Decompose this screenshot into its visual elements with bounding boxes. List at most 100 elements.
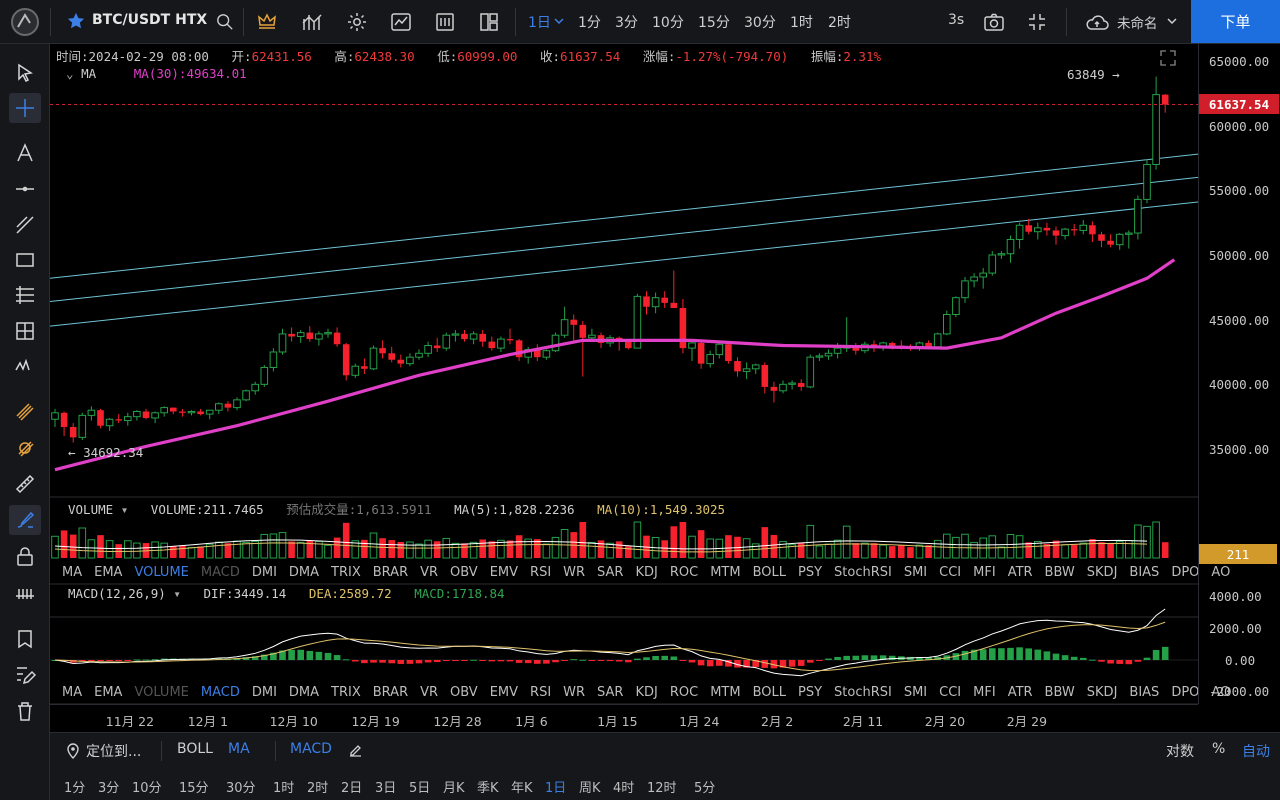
camera-icon[interactable] [983, 11, 1005, 33]
percent-scale-toggle[interactable]: % [1212, 741, 1226, 757]
symbol-title[interactable]: BTC/USDT HTX [92, 12, 208, 28]
indicator-tab-skdj[interactable]: SKDJ [1086, 684, 1118, 700]
indicator-tab-atr[interactable]: ATR [1007, 684, 1033, 700]
indicator-tab-sar[interactable]: SAR [597, 564, 624, 580]
ruler-tool[interactable] [9, 469, 41, 499]
fullscreen-icon[interactable] [1026, 11, 1048, 33]
indicator-tab-vr[interactable]: VR [420, 684, 439, 700]
edit-indicator-icon[interactable] [348, 743, 363, 758]
indicator-tab-smi[interactable]: SMI [903, 684, 928, 700]
replay-icon[interactable] [434, 11, 456, 33]
period-0[interactable]: 1分 [64, 781, 86, 796]
macd-legend[interactable]: MACD(12,26,9) ▾ DIF:3449.14 DEA:2589.72 … [68, 586, 505, 601]
period-11[interactable]: 季K [477, 781, 499, 796]
period-15[interactable]: 4时 [613, 781, 635, 796]
overlay-ma[interactable]: MA [228, 741, 250, 757]
delete-tool[interactable] [9, 696, 41, 726]
indicator-tab-roc[interactable]: ROC [669, 564, 699, 580]
layout-name[interactable]: 未命名 [1117, 16, 1158, 32]
indicator-tab-psy[interactable]: PSY [797, 684, 823, 700]
indicator-tab-atr[interactable]: ATR [1007, 564, 1033, 580]
crown-icon[interactable] [256, 11, 278, 33]
locate-button[interactable]: 定位到... [86, 744, 142, 760]
indicator-tab-dma[interactable]: DMA [288, 564, 320, 580]
indicator-tab-bbw[interactable]: BBW [1044, 684, 1075, 700]
indicator-tab-mtm[interactable]: MTM [710, 564, 741, 580]
layout-icon[interactable] [478, 11, 500, 33]
magnet-tool[interactable] [9, 397, 41, 427]
watchlist-tool[interactable] [9, 624, 41, 654]
indicator-tab-skdj[interactable]: SKDJ [1086, 564, 1118, 580]
timeframe-10m[interactable]: 10分 [652, 15, 684, 31]
period-4[interactable]: 30分 [226, 781, 256, 796]
fib-tool[interactable] [9, 280, 41, 310]
timeframe-15m[interactable]: 15分 [698, 15, 730, 31]
indicator-tab-boll[interactable]: BOLL [752, 684, 786, 700]
indicator-tab-sar[interactable]: SAR [597, 684, 624, 700]
indicator-tab-ma[interactable]: MA [62, 564, 83, 580]
indicator-tab-bias[interactable]: BIAS [1129, 564, 1160, 580]
indicator-tab-smi[interactable]: SMI [903, 564, 928, 580]
price-axis[interactable]: 65000.00 60000.00 55000.00 50000.00 4500… [1198, 44, 1280, 704]
period-2[interactable]: 10分 [132, 781, 162, 796]
indicator-tab-trix[interactable]: TRIX [331, 684, 361, 700]
chevron-down-icon[interactable] [554, 18, 564, 26]
indicator-tab-emv[interactable]: EMV [489, 564, 519, 580]
period-17[interactable]: 5分 [694, 781, 716, 796]
indicator-tab-obv[interactable]: OBV [450, 684, 478, 700]
indicator-tab-trix[interactable]: TRIX [331, 564, 361, 580]
indicator-tab-vr[interactable]: VR [420, 564, 439, 580]
indicator-tab-stochrsi[interactable]: StochRSI [834, 564, 892, 580]
indicator-tab-wr[interactable]: WR [563, 684, 586, 700]
indicator-icon[interactable] [301, 11, 323, 33]
indicator-tab-ao[interactable]: AO [1211, 684, 1231, 700]
timeframe-1h[interactable]: 1时 [790, 15, 813, 31]
indicator-tab-cci[interactable]: CCI [939, 564, 962, 580]
timeframe-30m[interactable]: 30分 [744, 15, 776, 31]
wave-tool[interactable] [9, 351, 41, 381]
crosshair-tool[interactable] [9, 93, 41, 123]
indicator-tab-dma[interactable]: DMA [288, 684, 320, 700]
indicator-tab-mfi[interactable]: MFI [973, 564, 996, 580]
indicator-tab-roc[interactable]: ROC [669, 684, 699, 700]
period-12[interactable]: 年K [511, 781, 533, 796]
indicator-tab-stochrsi[interactable]: StochRSI [834, 684, 892, 700]
indicator-tab-boll[interactable]: BOLL [752, 564, 786, 580]
period-5[interactable]: 1时 [273, 781, 295, 796]
order-button[interactable]: 下单 [1191, 0, 1280, 43]
indicator-tab-macd[interactable]: MACD [200, 564, 240, 580]
indicator-tab-brar[interactable]: BRAR [372, 684, 409, 700]
timeframe-1d[interactable]: 1日 [528, 15, 551, 31]
period-13[interactable]: 1日 [545, 781, 567, 796]
indicator-tab-volume[interactable]: VOLUME [134, 684, 189, 700]
star-icon[interactable] [67, 12, 85, 30]
indicator-tab-dpo[interactable]: DPO [1171, 564, 1200, 580]
indicator-tab-obv[interactable]: OBV [450, 564, 478, 580]
search-icon[interactable] [216, 13, 234, 31]
indicator-tab-dmi[interactable]: DMI [251, 684, 277, 700]
indicator-tab-macd[interactable]: MACD [200, 684, 240, 700]
indicator-tab-kdj[interactable]: KDJ [635, 564, 658, 580]
lock-draw-tool[interactable] [9, 433, 41, 463]
measure-grid-tool[interactable] [9, 316, 41, 346]
indicator-tab-cci[interactable]: CCI [939, 684, 962, 700]
text-tool[interactable] [9, 138, 41, 168]
cursor-tool[interactable] [9, 58, 41, 88]
sub-indicator-macd[interactable]: MACD [290, 741, 332, 757]
hline-tool[interactable] [9, 174, 41, 204]
indicator-tab-brar[interactable]: BRAR [372, 564, 409, 580]
chevron-down-icon[interactable] [1167, 18, 1177, 26]
indicator-tab-ema[interactable]: EMA [94, 684, 123, 700]
indicator-tab-ma[interactable]: MA [62, 684, 83, 700]
period-7[interactable]: 2日 [341, 781, 363, 796]
rectangle-tool[interactable] [9, 245, 41, 275]
period-6[interactable]: 2时 [307, 781, 329, 796]
indicator-tab-rsi[interactable]: RSI [530, 564, 552, 580]
brush-tool[interactable] [9, 505, 41, 535]
ma-legend[interactable]: ⌄ MA MA(30):49634.01 [66, 66, 247, 81]
log-scale-toggle[interactable]: 对数 [1166, 744, 1194, 760]
indicator-tab-emv[interactable]: EMV [489, 684, 519, 700]
indicator-tab-dmi[interactable]: DMI [251, 564, 277, 580]
indicator-tab-volume[interactable]: VOLUME [134, 564, 189, 580]
timeframe-3m[interactable]: 3分 [615, 15, 638, 31]
